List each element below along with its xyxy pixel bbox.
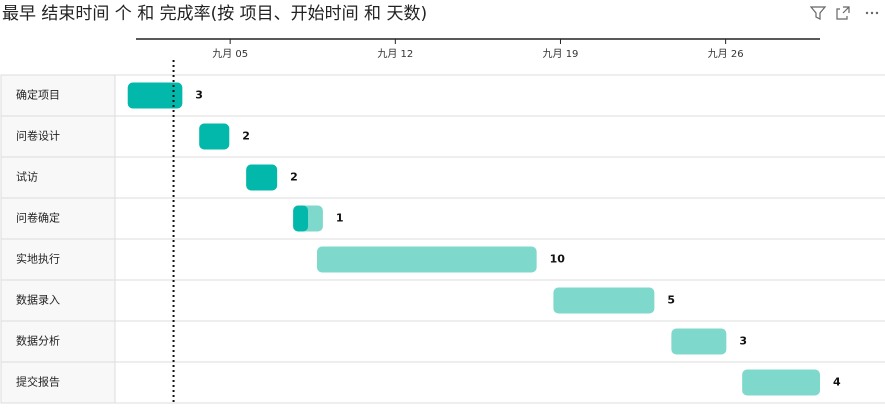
bar [316, 246, 537, 273]
bar [671, 328, 727, 355]
progress-bar [127, 82, 183, 109]
bar [553, 287, 655, 314]
x-tick-label: 九月 05 [212, 48, 248, 60]
category-label: 数据分析 [16, 334, 60, 348]
value-label: 2 [242, 130, 250, 143]
value-label: 5 [667, 294, 675, 307]
value-label: 2 [290, 171, 298, 184]
value-label: 3 [739, 335, 747, 348]
progress-bar [199, 123, 230, 150]
value-label: 3 [195, 89, 203, 102]
value-label: 10 [550, 253, 566, 266]
value-label: 1 [336, 212, 344, 225]
progress-bar [246, 164, 278, 191]
value-label: 4 [833, 376, 841, 389]
category-label: 提交报告 [16, 375, 60, 389]
category-label: 确定项目 [16, 88, 60, 102]
category-label: 实地执行 [16, 252, 60, 266]
category-label: 问卷设计 [16, 129, 60, 143]
x-tick-label: 九月 26 [708, 48, 744, 60]
category-label: 问卷确定 [16, 211, 60, 225]
chart-title: 最早 结束时间 个 和 完成率(按 项目、开始时间 和 天数) [2, 4, 427, 24]
category-label: 数据录入 [16, 293, 60, 307]
x-tick-label: 九月 19 [543, 48, 579, 60]
bar [742, 369, 820, 396]
progress-bar [293, 205, 309, 232]
toolbar-icons[interactable] [809, 6, 879, 20]
category-label: 试访 [16, 171, 38, 184]
x-tick-label: 九月 12 [377, 48, 413, 60]
